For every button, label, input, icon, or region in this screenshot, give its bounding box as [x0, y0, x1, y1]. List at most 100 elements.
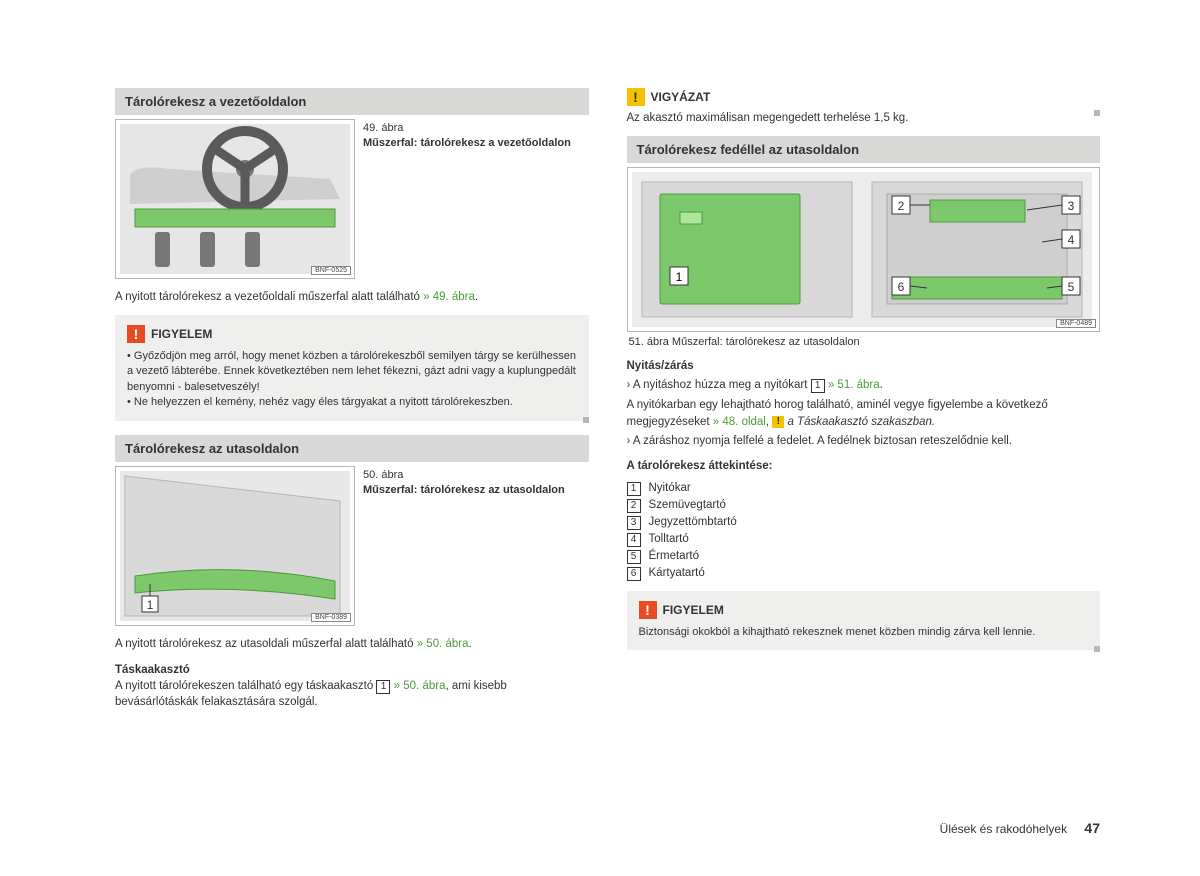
figure-51: 1 2 3 4 5 6 [627, 167, 1101, 332]
caution-body: Az akasztó maximálisan megengedett terhe… [627, 110, 1101, 126]
warning-icon: ! [127, 325, 145, 343]
t: A nyitott tárolórekesz a vezetőoldali mű… [115, 291, 423, 303]
ref: » 51. ábra [828, 379, 880, 391]
figure-50-svg: 1 [120, 471, 350, 621]
svg-text:6: 6 [897, 280, 904, 294]
warning-icon: ! [639, 601, 657, 619]
step-open: › A nyitáshoz húzza meg a nyitókart 1 » … [627, 377, 1101, 394]
figure-51-tag: BNF-0489 [1056, 319, 1096, 328]
t: A nyitott tárolórekeszen található egy t… [115, 680, 376, 692]
t: Táskaakasztó [115, 664, 190, 676]
chevron-icon: › [627, 435, 631, 447]
figure-49-block: BNF-0525 49. ábra Műszerfal: tárolórekes… [115, 119, 589, 279]
t: FIGYELEM [151, 327, 212, 341]
callout: 1 [811, 379, 825, 393]
footer-section: Ülések és rakodóhelyek [940, 822, 1067, 836]
warning-body: Győződjön meg arról, hogy menet közben a… [127, 349, 577, 411]
right-column: ! VIGYÁZAT Az akasztó maximálisan megeng… [627, 88, 1101, 720]
bag-hook-text: Táskaakasztó A nyitott tárolórekeszen ta… [115, 662, 589, 710]
ref-50: » 50. ábra [417, 638, 469, 650]
ref-49: » 49. ábra [423, 291, 475, 303]
svg-text:3: 3 [1067, 199, 1074, 213]
overview-list: 1 Nyitókar 2 Szemüvegtartó 3 Jegyzettömbtar… [627, 482, 1101, 581]
t: Győződjön meg arról, hogy menet közben a… [127, 349, 577, 395]
warning-title: ! FIGYELEM [127, 325, 577, 343]
figure-50-block: 1 BNF-0389 50. ábra Műszerfal: tárolórek… [115, 466, 589, 626]
t: 51. ábra Műszerfal: tárolórekesz az utas… [629, 336, 860, 348]
n: 2 [627, 499, 641, 513]
figure-49-caption: 49. ábra Műszerfal: tárolórekesz a vezet… [363, 119, 571, 279]
caution-title: VIGYÁZAT [651, 90, 711, 104]
figure-50-caption: 50. ábra Műszerfal: tárolórekesz az utas… [363, 466, 565, 626]
t: A nyitott tárolórekesz az utasoldali műs… [115, 638, 417, 650]
svg-text:4: 4 [1067, 233, 1074, 247]
warning-body: Biztonsági okokból a kihajtható rekeszne… [639, 625, 1089, 640]
end-mark [1094, 646, 1100, 652]
ref: » 50. ábra [394, 680, 446, 692]
n: 4 [627, 533, 641, 547]
section-header-passenger-open: Tárolórekesz az utasoldalon [115, 435, 589, 462]
svg-text:1: 1 [675, 270, 682, 284]
figure-50: 1 BNF-0389 [115, 466, 355, 626]
t: Szemüvegtartó [649, 499, 726, 513]
callout-1: 1 [376, 680, 390, 694]
t: . [880, 379, 883, 391]
t: 50. ábra [363, 469, 403, 481]
n: 1 [627, 482, 641, 496]
warning-driver: ! FIGYELEM Győződjön meg arról, hogy men… [115, 315, 589, 421]
page-footer: Ülések és rakodóhelyek 47 [940, 820, 1100, 836]
t: Jegyzettömbtartó [649, 516, 737, 530]
list-item: 3 Jegyzettömbtartó [627, 516, 1101, 530]
t: Műszerfal: tárolórekesz az utasoldalon [363, 484, 565, 496]
t: Az akasztó maximálisan megengedett terhe… [627, 112, 909, 124]
list-item: 5 Érmetartó [627, 550, 1101, 564]
end-mark [1094, 110, 1100, 116]
figure-49-svg [120, 124, 350, 274]
figure-49-tag: BNF-0525 [311, 266, 351, 275]
svg-text:5: 5 [1067, 280, 1074, 294]
figure-49-caption-text: Műszerfal: tárolórekesz a vezetőoldalon [363, 137, 571, 149]
warning-passenger-lid: ! FIGYELEM Biztonsági okokból a kihajtha… [627, 591, 1101, 650]
ref: » 48. oldal [713, 416, 766, 428]
end-mark [583, 417, 589, 423]
step-close: › A záráshoz nyomja felfelé a fedelet. A… [627, 433, 1101, 450]
n: 5 [627, 550, 641, 564]
t: Kártyatartó [649, 567, 705, 581]
section-header-passenger-lid: Tárolórekesz fedéllel az utasoldalon [627, 136, 1101, 163]
t: Ne helyezzen el kemény, nehéz vagy éles … [127, 395, 577, 410]
svg-text:1: 1 [147, 598, 154, 612]
t: FIGYELEM [663, 603, 724, 617]
n: 3 [627, 516, 641, 530]
figure-49: BNF-0525 [115, 119, 355, 279]
figure-50-tag: BNF-0389 [311, 613, 351, 622]
page: Tárolórekesz a vezetőoldalon BNF-0525 [0, 0, 1200, 720]
list-item: 1 Nyitókar [627, 482, 1101, 496]
svg-text:2: 2 [897, 199, 904, 213]
list-item: 4 Tolltartó [627, 533, 1101, 547]
overview-title: A tárolórekesz áttekintése: [627, 458, 1101, 475]
figure-51-svg: 1 2 3 4 5 6 [632, 172, 1092, 327]
t: a Táskaakasztó szakaszban. [787, 416, 935, 428]
hook-note: A nyitókarban egy lehajtható horog talál… [627, 397, 1101, 432]
caution-icon-inline: ! [772, 416, 784, 428]
passenger-open-text: A nyitott tárolórekesz az utasoldali műs… [115, 636, 589, 652]
list-item: 2 Szemüvegtartó [627, 499, 1101, 513]
caution-title-row: ! VIGYÁZAT [627, 88, 1101, 106]
driver-body-text: A nyitott tárolórekesz a vezetőoldali mű… [115, 289, 589, 305]
n: 6 [627, 567, 641, 581]
t: Érmetartó [649, 550, 700, 564]
warning-title: ! FIGYELEM [639, 601, 1089, 619]
page-number: 47 [1084, 820, 1100, 836]
t: A nyitáshoz húzza meg a nyitókart [633, 379, 811, 391]
open-close-heading: Nyitás/zárás [627, 358, 1101, 375]
chevron-icon: › [627, 379, 631, 391]
section-header-driver: Tárolórekesz a vezetőoldalon [115, 88, 589, 115]
figure-49-num: 49. ábra [363, 122, 403, 134]
t: Tolltartó [649, 533, 689, 547]
caution-icon: ! [627, 88, 645, 106]
t: . [469, 638, 472, 650]
list-item: 6 Kártyatartó [627, 567, 1101, 581]
t: A záráshoz nyomja felfelé a fedelet. A f… [633, 435, 1012, 447]
t: Nyitókar [649, 482, 691, 496]
left-column: Tárolórekesz a vezetőoldalon BNF-0525 [115, 88, 589, 720]
